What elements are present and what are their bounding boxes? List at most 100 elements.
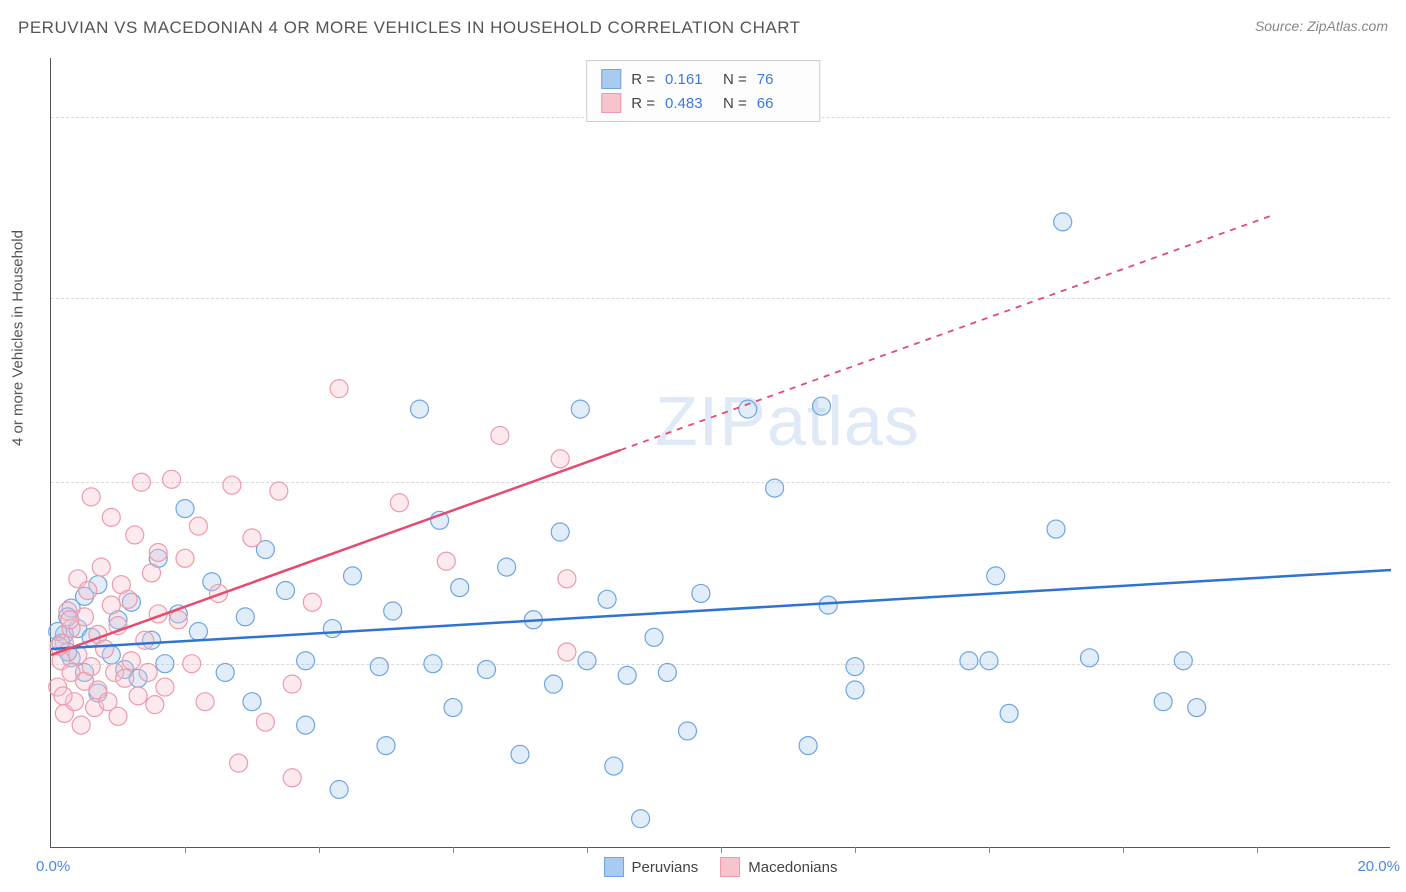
scatter-point <box>424 655 442 673</box>
stats-row: R =0.161N =76 <box>601 67 805 91</box>
x-tick <box>721 847 722 853</box>
scatter-point <box>297 652 315 670</box>
scatter-point <box>169 611 187 629</box>
y-tick-label: 25.0% <box>1398 109 1406 126</box>
scatter-point <box>1047 520 1065 538</box>
scatter-point <box>960 652 978 670</box>
x-tick <box>1123 847 1124 853</box>
scatter-point <box>1188 699 1206 717</box>
scatter-point <box>72 716 90 734</box>
scatter-point <box>558 570 576 588</box>
legend-swatch <box>601 69 621 89</box>
scatter-point <box>451 579 469 597</box>
scatter-point <box>82 488 100 506</box>
scatter-point <box>545 675 563 693</box>
scatter-point <box>692 584 710 602</box>
scatter-point <box>176 500 194 518</box>
n-label: N = <box>723 71 747 88</box>
scatter-point <box>189 622 207 640</box>
x-tick <box>587 847 588 853</box>
scatter-point <box>297 716 315 734</box>
chart-container: PERUVIAN VS MACEDONIAN 4 OR MORE VEHICLE… <box>0 0 1406 892</box>
scatter-point <box>189 517 207 535</box>
scatter-point <box>511 745 529 763</box>
scatter-point <box>498 558 516 576</box>
legend-swatch <box>604 857 624 877</box>
scatter-point <box>846 658 864 676</box>
scatter-point <box>411 400 429 418</box>
y-axis-label: 4 or more Vehicles in Household <box>10 230 27 446</box>
scatter-point <box>183 655 201 673</box>
scatter-point <box>223 476 241 494</box>
scatter-point <box>96 640 114 658</box>
scatter-point <box>102 508 120 526</box>
scatter-point <box>980 652 998 670</box>
scatter-point <box>444 699 462 717</box>
n-label: N = <box>723 95 747 112</box>
stats-row: R = 0.483 N = 66 <box>601 91 805 115</box>
scatter-point <box>1154 693 1172 711</box>
scatter-point <box>819 596 837 614</box>
scatter-point <box>799 737 817 755</box>
scatter-point <box>146 696 164 714</box>
legend-label: Peruvians <box>632 859 699 876</box>
scatter-point <box>551 523 569 541</box>
r-value: 0.483 <box>665 95 713 112</box>
scatter-point <box>149 543 167 561</box>
legend-label: Macedonians <box>748 859 837 876</box>
scatter-point <box>236 608 254 626</box>
r-label: R = <box>631 71 655 88</box>
x-min-label: 0.0% <box>36 858 70 875</box>
scatter-point <box>256 713 274 731</box>
scatter-point <box>766 479 784 497</box>
scatter-point <box>377 737 395 755</box>
scatter-point <box>1081 649 1099 667</box>
scatter-point <box>283 769 301 787</box>
scatter-point <box>109 707 127 725</box>
legend-swatch <box>720 857 740 877</box>
scatter-point <box>370 658 388 676</box>
scatter-point <box>126 526 144 544</box>
scatter-point <box>156 678 174 696</box>
scatter-point <box>303 593 321 611</box>
scatter-point <box>243 529 261 547</box>
scatter-point <box>132 473 150 491</box>
x-tick <box>989 847 990 853</box>
n-value: 66 <box>757 95 805 112</box>
scatter-point <box>61 611 79 629</box>
scatter-point <box>846 681 864 699</box>
scatter-point <box>578 652 596 670</box>
scatter-point <box>390 494 408 512</box>
scatter-point <box>1174 652 1192 670</box>
scatter-point <box>116 669 134 687</box>
stats-legend: R =0.161N =76R =0.483N =66 <box>586 60 820 122</box>
legend-swatch <box>601 93 621 113</box>
scatter-point <box>344 567 362 585</box>
scatter-point <box>384 602 402 620</box>
scatter-point <box>176 549 194 567</box>
n-value: 76 <box>757 71 805 88</box>
legend-item: Macedonians <box>720 857 837 877</box>
scatter-point <box>92 558 110 576</box>
scatter-point <box>478 661 496 679</box>
scatter-svg <box>51 58 1390 847</box>
scatter-point <box>571 400 589 418</box>
plot-area: ZIPatlas 6.3%12.5%18.8%25.0% 0.0% 20.0% … <box>50 58 1390 848</box>
scatter-point <box>437 552 455 570</box>
scatter-point <box>283 675 301 693</box>
scatter-point <box>136 631 154 649</box>
scatter-point <box>1054 213 1072 231</box>
scatter-point <box>277 582 295 600</box>
scatter-point <box>658 663 676 681</box>
scatter-point <box>129 687 147 705</box>
scatter-point <box>270 482 288 500</box>
x-tick <box>855 847 856 853</box>
scatter-point <box>632 810 650 828</box>
scatter-point <box>491 426 509 444</box>
scatter-point <box>54 687 72 705</box>
source-attribution: Source: ZipAtlas.com <box>1255 18 1388 34</box>
legend-item: Peruvians <box>604 857 699 877</box>
series-legend: Peruvians Macedonians <box>604 857 838 877</box>
scatter-point <box>143 564 161 582</box>
r-label: R = <box>631 95 655 112</box>
